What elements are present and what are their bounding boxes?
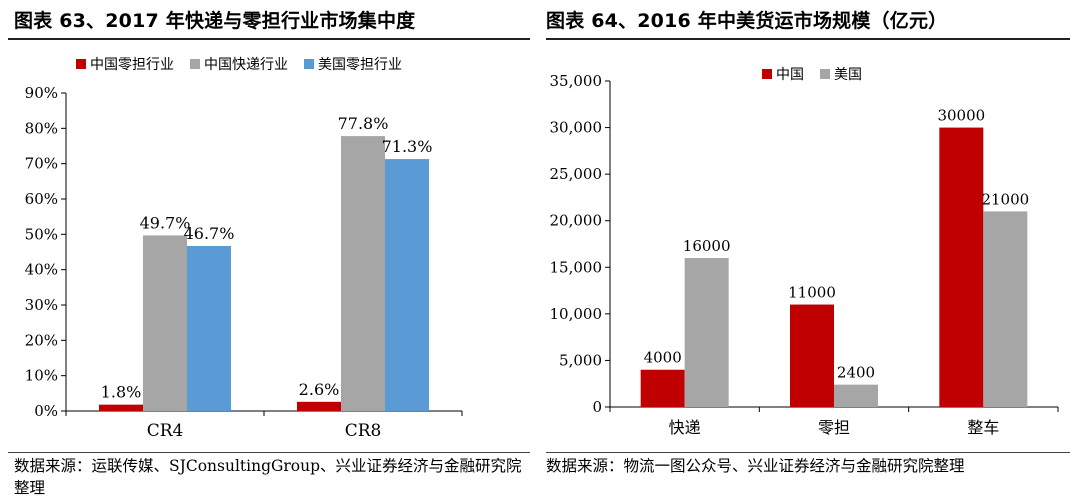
left-bar-chart: 0% 10% 20% 30% 40% 50% 60% 70% 80% 90% CR4 1.8% 49.7… <box>25 84 463 441</box>
left-y-tick-label: 60% <box>25 190 58 208</box>
left-y-tick-label: 80% <box>25 119 58 137</box>
right-category-label: 整车 <box>967 418 999 437</box>
legend-label-us-ltl: 美国零担行业 <box>318 57 402 73</box>
right-bar <box>684 257 729 407</box>
right-data-label: 11000 <box>788 284 836 302</box>
right-chart-legend: 中国 美国 <box>762 64 878 84</box>
left-y-tick-label: 40% <box>25 261 58 279</box>
left-data-label: 77.8% <box>338 114 389 133</box>
right-data-label: 16000 <box>683 237 731 255</box>
right-chart-panel: 图表 64、2016 年中美货运市场规模（亿元） 中国 美国 0 5,000 10,… <box>540 0 1080 499</box>
legend-swatch-usa <box>820 69 830 79</box>
legend-swatch-china <box>762 69 772 79</box>
legend-swatch-cn-ltl <box>76 59 86 69</box>
left-bar <box>187 245 231 411</box>
legend-label-cn-express: 中国快递行业 <box>204 57 288 73</box>
right-bar <box>790 304 834 407</box>
right-data-label: 30000 <box>937 107 985 125</box>
legend-swatch-cn-express <box>190 59 200 69</box>
left-chart-panel: 图表 63、2017 年快递与零担行业市场集中度 中国零担行业 中国快递行业 美… <box>8 10 530 497</box>
legend-label-cn-ltl: 中国零担行业 <box>90 57 174 73</box>
left-bar <box>341 136 385 411</box>
left-chart-legend: 中国零担行业 中国快递行业 美国零担行业 <box>76 54 418 74</box>
legend-label-usa: 美国 <box>834 67 862 83</box>
right-category-label: 零担 <box>818 418 850 437</box>
legend-swatch-us-ltl <box>304 59 314 69</box>
right-title-rule <box>546 38 1070 40</box>
left-y-tick-label: 0% <box>34 402 58 420</box>
right-source-note: 数据来源：物流一图公众号、兴业证券经济与金融研究院整理 <box>546 457 965 475</box>
legend-item-us-ltl: 美国零担行业 <box>304 54 402 74</box>
right-y-tick-label: 10,000 <box>550 305 603 323</box>
left-y-tick-label: 20% <box>25 331 58 349</box>
left-data-label: 2.6% <box>299 380 340 399</box>
left-data-label: 49.7% <box>140 213 191 232</box>
right-y-tick-label: 5,000 <box>559 351 602 369</box>
left-data-label: 71.3% <box>382 137 433 156</box>
left-y-tick-label: 30% <box>25 296 58 314</box>
legend-item-china: 中国 <box>762 64 804 84</box>
left-bar <box>99 404 143 411</box>
right-bar <box>834 384 878 407</box>
right-category-label: 快递 <box>669 418 701 437</box>
left-bar <box>385 159 429 411</box>
legend-item-cn-express: 中国快递行业 <box>190 54 288 74</box>
left-source-rule <box>8 452 530 453</box>
left-data-label: 1.8% <box>101 383 142 402</box>
left-category-label: CR8 <box>345 421 382 441</box>
right-y-tick-label: 35,000 <box>550 72 603 90</box>
right-y-tick-label: 20,000 <box>550 212 603 230</box>
left-bar <box>297 401 341 411</box>
left-source-note: 数据来源：运联传媒、SJConsultingGroup、兴业证券经济与金融研究院… <box>14 457 522 497</box>
left-y-tick-label: 50% <box>25 225 58 243</box>
right-y-tick-label: 25,000 <box>550 165 603 183</box>
legend-item-usa: 美国 <box>820 64 862 84</box>
right-bar <box>983 211 1028 407</box>
right-y-tick-label: 15,000 <box>550 258 603 276</box>
left-bar <box>143 235 187 411</box>
legend-item-cn-ltl: 中国零担行业 <box>76 54 174 74</box>
left-category-label: CR4 <box>147 421 184 441</box>
right-bar <box>939 127 984 408</box>
left-y-tick-label: 70% <box>25 155 58 173</box>
right-data-label: 21000 <box>981 190 1029 208</box>
left-y-tick-label: 90% <box>25 84 58 102</box>
right-source-rule <box>546 452 1070 453</box>
right-bar-chart: 0 5,000 10,000 15,000 20,000 25,000 30,000 35,0… <box>550 72 1059 437</box>
right-bar <box>640 369 685 407</box>
right-y-tick-label: 30,000 <box>550 119 603 137</box>
right-y-tick-label: 0 <box>592 398 602 416</box>
left-chart-title: 图表 63、2017 年快递与零担行业市场集中度 <box>14 10 416 32</box>
legend-label-china: 中国 <box>776 67 804 83</box>
right-data-label: 2400 <box>837 364 875 382</box>
right-data-label: 4000 <box>644 349 682 367</box>
left-title-rule <box>8 38 530 40</box>
right-chart-title: 图表 64、2016 年中美货运市场规模（亿元） <box>546 10 948 32</box>
left-y-tick-label: 10% <box>25 367 58 385</box>
left-data-label: 46.7% <box>184 224 235 243</box>
